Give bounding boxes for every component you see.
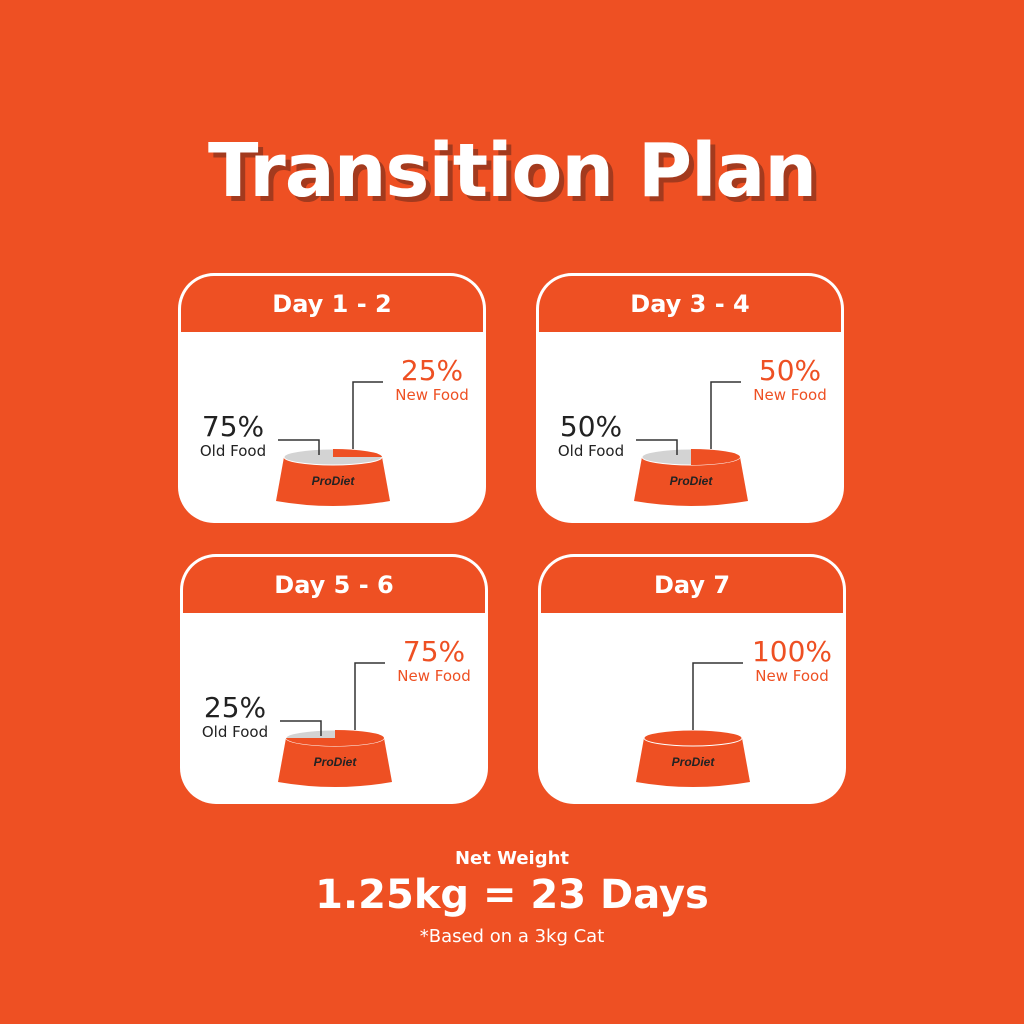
new-food-leader-line bbox=[710, 381, 741, 449]
stage-card: Day 3 - 4 ProDiet 50% New Food 50% Old F… bbox=[536, 273, 844, 523]
new-food-label: New Food bbox=[755, 667, 829, 685]
net-weight-heading: Net Weight bbox=[454, 848, 570, 869]
new-food-percent: 50% bbox=[758, 354, 822, 387]
new-food-leader-line bbox=[692, 662, 743, 730]
new-food-percent: 100% bbox=[751, 635, 833, 668]
food-bowl: ProDiet bbox=[278, 662, 392, 787]
new-food-leader-line bbox=[354, 662, 385, 730]
brand-logo: ProDiet bbox=[670, 474, 714, 488]
brand-logo: ProDiet bbox=[314, 755, 358, 769]
food-bowl: ProDiet bbox=[276, 381, 390, 506]
brand-logo: ProDiet bbox=[312, 474, 356, 488]
page-title: Transition Plan bbox=[207, 128, 817, 214]
bowl-body bbox=[276, 457, 390, 506]
day-header: Day 7 bbox=[541, 557, 843, 613]
net-weight-value: 1.25kg = 23 Days bbox=[315, 872, 709, 918]
old-food-leader-line bbox=[636, 439, 678, 455]
new-food-fill bbox=[286, 730, 384, 746]
stage-card: Day 7 ProDiet 100% New Food bbox=[538, 554, 846, 804]
new-food-leader-line bbox=[352, 381, 383, 449]
new-food-label: New Food bbox=[395, 386, 469, 404]
food-bowl: ProDiet bbox=[634, 381, 748, 506]
old-food-percent: 50% bbox=[559, 410, 623, 443]
new-food-label: New Food bbox=[397, 667, 471, 685]
day-header: Day 3 - 4 bbox=[539, 276, 841, 332]
new-food-fill bbox=[333, 449, 382, 457]
food-bowl: ProDiet bbox=[636, 662, 750, 787]
old-food-label: Old Food bbox=[199, 442, 267, 460]
old-food-leader-line bbox=[278, 439, 320, 455]
bowl-body bbox=[634, 457, 748, 506]
new-food-percent: 75% bbox=[402, 635, 466, 668]
stage-card: Day 5 - 6 ProDiet 75% New Food 25% Old F… bbox=[180, 554, 488, 804]
stage-card: Day 1 - 2 ProDiet 25% New Food 75% Old F… bbox=[178, 273, 486, 523]
bowl-body bbox=[278, 738, 392, 787]
old-food-percent: 75% bbox=[201, 410, 265, 443]
old-food-percent: 25% bbox=[203, 691, 267, 724]
day-header: Day 1 - 2 bbox=[181, 276, 483, 332]
day-header: Day 5 - 6 bbox=[183, 557, 485, 613]
bowl-body bbox=[636, 738, 750, 787]
old-food-label: Old Food bbox=[201, 723, 269, 741]
new-food-fill bbox=[643, 729, 743, 747]
new-food-label: New Food bbox=[753, 386, 827, 404]
old-food-label: Old Food bbox=[557, 442, 625, 460]
footnote: *Based on a 3kg Cat bbox=[419, 926, 605, 947]
brand-logo: ProDiet bbox=[672, 755, 716, 769]
old-food-leader-line bbox=[280, 720, 322, 736]
new-food-fill bbox=[691, 449, 740, 465]
new-food-percent: 25% bbox=[400, 354, 464, 387]
